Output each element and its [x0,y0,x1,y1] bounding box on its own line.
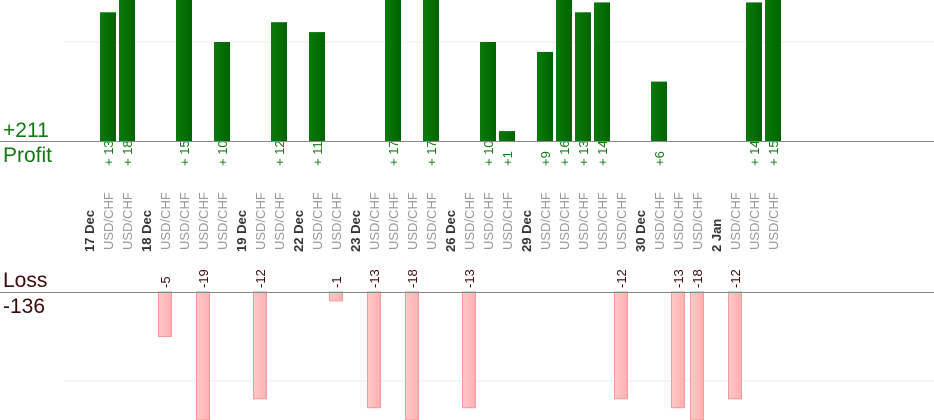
loss-bar [367,291,381,409]
date-label: 26 Dec [443,210,458,252]
loss-bar [690,291,704,420]
instrument-label: USD/CHF [196,192,211,250]
profit-value-label: +9 [538,151,553,166]
date-label: 30 Dec [633,210,648,252]
date-label: 23 Dec [348,210,363,252]
instrument-label: USD/CHF [557,192,572,250]
instrument-label: USD/CHF [177,192,192,250]
instrument-label: USD/CHF [462,192,477,250]
profit-bar [214,42,230,141]
instrument-label: USD/CHF [329,192,344,250]
profit-bar [309,32,325,141]
profit-value-label: + 10 [481,140,496,166]
profit-bar [575,12,591,141]
profit-value-label: + 17 [386,140,401,166]
profit-value-label: + 18 [120,140,135,166]
instrument-label: USD/CHF [671,192,686,250]
profit-value-label: + 15 [177,140,192,166]
instrument-label: USD/CHF [253,192,268,250]
profit-bar [765,0,781,141]
loss-bar [329,291,343,302]
profit-bar [119,0,135,141]
instrument-label: USD/CHF [272,192,287,250]
instrument-label: USD/CHF [595,192,610,250]
loss-bar [158,291,172,337]
instrument-label: USD/CHF [538,192,553,250]
date-label: 2 Jan [709,219,724,252]
instrument-label: USD/CHF [728,192,743,250]
loss-bar [196,291,210,420]
loss-value-label: -13 [671,269,686,288]
loss-bar [614,291,628,400]
date-label: 19 Dec [234,210,249,252]
instrument-label: USD/CHF [614,192,629,250]
instrument-label: USD/CHF [576,192,591,250]
profit-bar [499,131,515,141]
loss-bar [253,291,267,400]
instrument-label: USD/CHF [481,192,496,250]
instrument-label: USD/CHF [766,192,781,250]
date-label: 29 Dec [519,210,534,252]
date-label: 22 Dec [291,210,306,252]
instrument-label: USD/CHF [652,192,667,250]
profit-bar [537,51,553,141]
loss-value-label: -18 [690,269,705,288]
loss-label: Loss [3,269,48,292]
profit-bar [100,12,116,141]
loss-value-label: -13 [462,269,477,288]
instrument-label: USD/CHF [424,192,439,250]
loss-bar [405,291,419,420]
loss-total: -136 [3,295,46,318]
loss-value-label: -18 [405,269,420,288]
profit-bar [271,22,287,142]
loss-value-label: -19 [196,269,211,288]
instrument-label: USD/CHF [747,192,762,250]
profit-bar [651,81,667,141]
loss-bar [728,291,742,400]
instrument-label: USD/CHF [690,192,705,250]
profit-bar [176,0,192,141]
profit-total: +211 [3,119,49,142]
loss-value-label: -12 [728,269,743,288]
profit-value-label: + 14 [595,140,610,166]
date-label: 18 Dec [139,210,154,252]
loss-bar [671,291,685,409]
loss-value-label: -12 [253,269,268,288]
profit-value-label: + 10 [215,140,230,166]
profit-value-label: +1 [500,151,515,166]
instrument-label: USD/CHF [367,192,382,250]
profit-value-label: + 15 [766,140,781,166]
instrument-label: USD/CHF [158,192,173,250]
profit-bar [385,0,401,141]
instrument-label: USD/CHF [405,192,420,250]
profit-bar [480,42,496,141]
loss-value-label: -5 [158,276,173,288]
profit-value-label: + 11 [310,141,325,166]
instrument-label: USD/CHF [120,192,135,250]
loss-value-label: -13 [367,269,382,288]
profit-value-label: +6 [652,151,667,166]
instrument-label: USD/CHF [101,192,116,250]
loss-value-label: -12 [614,269,629,288]
profit-bar [746,2,762,142]
instrument-label: USD/CHF [310,192,325,250]
loss-bar [462,291,476,409]
instrument-label: USD/CHF [500,192,515,250]
loss-value-label: -1 [329,276,344,288]
profit-bar [594,2,610,142]
profit-value-label: + 13 [101,140,116,166]
profit-bar [423,0,439,141]
profit-label: Profit [3,144,53,167]
profit-value-label: + 13 [576,140,591,166]
profit-bar [556,0,572,141]
profit-value-label: + 12 [272,140,287,166]
instrument-label: USD/CHF [386,192,401,250]
instrument-label: USD/CHF [215,192,230,250]
profit-value-label: + 14 [747,140,762,166]
profit-value-label: + 16 [557,140,572,166]
profit-value-label: + 17 [424,140,439,166]
date-label: 17 Dec [82,210,97,252]
